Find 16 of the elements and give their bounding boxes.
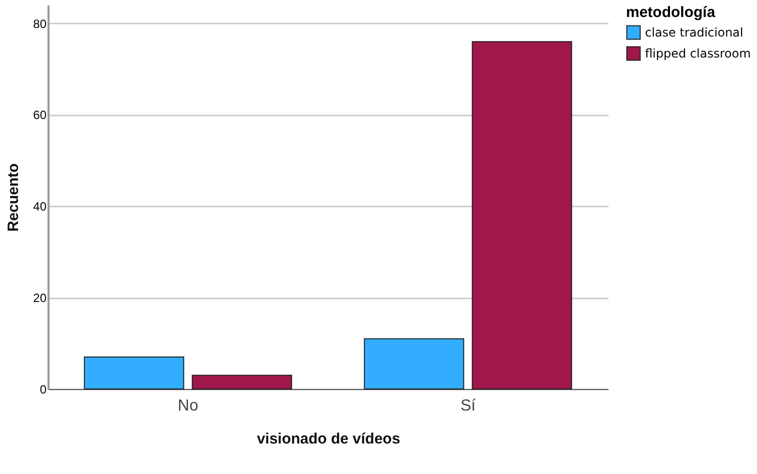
y-tick-label: 20 <box>33 291 47 306</box>
bar <box>192 374 292 390</box>
y-tick-label: 60 <box>33 108 47 122</box>
bar <box>364 338 464 390</box>
y-tick-label: 0 <box>40 382 47 396</box>
x-tick-label: No <box>178 398 198 414</box>
bar <box>84 356 184 390</box>
y-tick-label: 40 <box>33 200 47 214</box>
legend-label: flipped classroom <box>645 46 751 60</box>
y-tick-label: 80 <box>33 16 47 31</box>
y-axis-title: Recuento <box>5 163 22 232</box>
x-tick-label: Sí <box>460 398 476 414</box>
bar <box>472 41 572 390</box>
legend-label: clase tradicional <box>645 26 744 40</box>
x-axis-title: visionado de vídeos <box>256 430 400 448</box>
legend-title: metodología <box>626 4 716 21</box>
